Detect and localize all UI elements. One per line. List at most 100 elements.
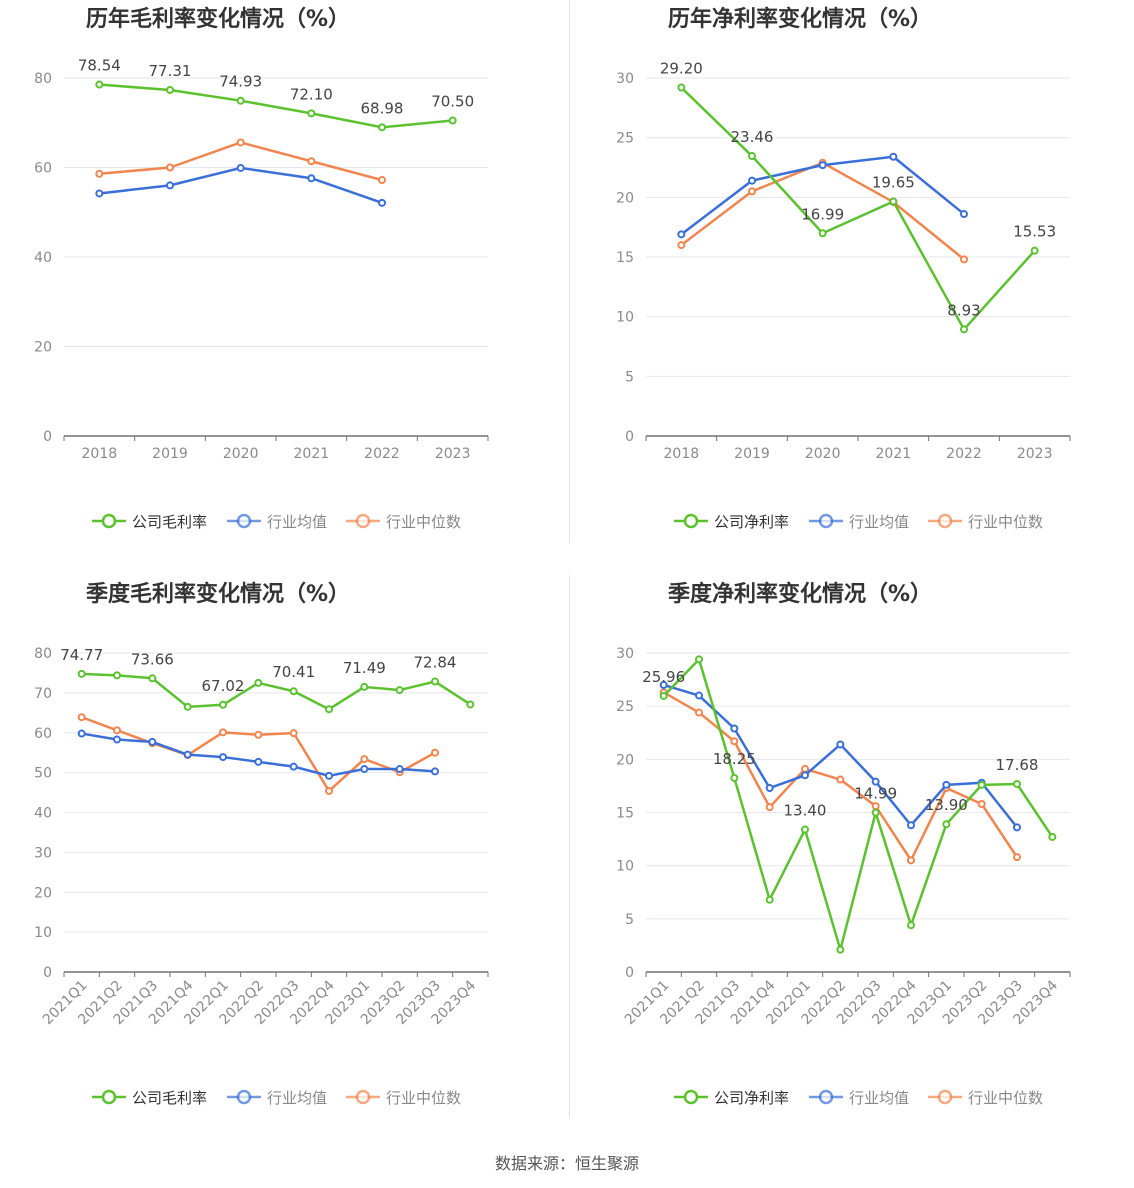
data-point-median[interactable] <box>765 803 774 812</box>
data-point-median[interactable] <box>166 163 174 172</box>
data-point-company[interactable] <box>148 674 157 683</box>
data-point-avg[interactable] <box>77 729 86 738</box>
data-point-company[interactable] <box>431 677 439 686</box>
data-point-median[interactable] <box>360 755 369 764</box>
data-point-company[interactable] <box>307 109 316 118</box>
data-point-avg[interactable] <box>289 762 298 771</box>
data-point-avg[interactable] <box>325 771 333 780</box>
legend-item-company[interactable]: 公司净利率 <box>674 1089 789 1107</box>
data-point-avg[interactable] <box>818 161 827 170</box>
data-point-company[interactable] <box>889 197 898 206</box>
data-point-median[interactable] <box>378 176 386 185</box>
data-point-company[interactable] <box>765 895 774 904</box>
data-point-avg[interactable] <box>219 753 227 762</box>
data-point-median[interactable] <box>113 726 121 735</box>
data-point-company[interactable] <box>977 780 986 789</box>
data-point-company[interactable] <box>360 682 369 691</box>
data-point-company[interactable] <box>659 691 668 700</box>
data-point-avg[interactable] <box>254 757 263 766</box>
data-point-median[interactable] <box>1013 853 1021 862</box>
data-point-median[interactable] <box>325 786 333 795</box>
data-point-company[interactable] <box>77 669 86 678</box>
data-point-median[interactable] <box>307 157 316 166</box>
data-point-avg[interactable] <box>395 765 404 774</box>
data-point-median[interactable] <box>236 138 245 147</box>
data-point-avg[interactable] <box>360 765 369 774</box>
data-point-company[interactable] <box>219 700 227 709</box>
data-point-avg[interactable] <box>889 152 898 161</box>
data-point-company[interactable] <box>871 808 880 817</box>
legend-item-avg[interactable]: 行业均值 <box>809 1089 909 1107</box>
data-point-company[interactable] <box>907 921 915 930</box>
data-point-avg[interactable] <box>378 198 386 207</box>
data-point-avg[interactable] <box>677 230 686 239</box>
data-point-avg[interactable] <box>431 767 439 776</box>
legend-item-median[interactable]: 行业中位数 <box>928 513 1043 531</box>
data-point-company[interactable] <box>677 83 686 92</box>
data-point-median[interactable] <box>748 187 756 196</box>
data-point-company[interactable] <box>695 655 703 664</box>
data-point-company[interactable] <box>254 678 263 687</box>
legend-item-avg[interactable]: 行业均值 <box>227 1089 327 1107</box>
data-point-median[interactable] <box>95 169 104 178</box>
data-point-avg[interactable] <box>871 777 880 786</box>
data-point-avg[interactable] <box>95 189 104 198</box>
data-point-company[interactable] <box>730 773 739 782</box>
data-point-median[interactable] <box>77 713 86 722</box>
data-point-median[interactable] <box>960 255 968 264</box>
data-point-avg[interactable] <box>836 740 845 749</box>
legend-item-median[interactable]: 行业中位数 <box>928 1089 1043 1107</box>
data-point-company[interactable] <box>1030 246 1039 255</box>
data-point-company[interactable] <box>836 945 845 954</box>
data-point-company[interactable] <box>289 687 298 696</box>
data-point-company[interactable] <box>166 86 174 95</box>
data-point-median[interactable] <box>801 764 809 773</box>
legend-item-company[interactable]: 公司毛利率 <box>92 1089 207 1107</box>
data-point-median[interactable] <box>695 708 703 717</box>
data-point-avg[interactable] <box>236 163 245 172</box>
data-point-company[interactable] <box>748 152 756 161</box>
data-point-median[interactable] <box>907 856 915 865</box>
data-point-company[interactable] <box>448 116 457 125</box>
legend-item-avg[interactable]: 行业均值 <box>809 513 909 531</box>
data-point-avg[interactable] <box>113 735 121 744</box>
legend-item-avg[interactable]: 行业均值 <box>227 513 327 531</box>
data-point-median[interactable] <box>730 737 739 746</box>
data-point-avg[interactable] <box>765 784 774 793</box>
data-point-median[interactable] <box>677 241 686 250</box>
data-point-median[interactable] <box>254 730 263 739</box>
data-point-avg[interactable] <box>907 821 915 830</box>
data-point-company[interactable] <box>395 686 404 695</box>
data-point-company[interactable] <box>818 229 827 238</box>
data-point-avg[interactable] <box>960 210 968 219</box>
legend-item-median[interactable]: 行业中位数 <box>346 513 461 531</box>
data-point-avg[interactable] <box>801 771 809 780</box>
legend-item-company[interactable]: 公司净利率 <box>674 513 789 531</box>
data-point-avg[interactable] <box>695 691 703 700</box>
data-point-avg[interactable] <box>730 724 739 733</box>
data-point-company[interactable] <box>325 705 333 714</box>
data-point-median[interactable] <box>431 748 439 757</box>
data-point-avg[interactable] <box>659 680 668 689</box>
data-point-company[interactable] <box>801 825 809 834</box>
data-point-company[interactable] <box>466 700 475 709</box>
data-point-company[interactable] <box>378 123 386 132</box>
data-point-company[interactable] <box>942 820 951 829</box>
data-point-company[interactable] <box>236 96 245 105</box>
data-point-avg[interactable] <box>942 780 951 789</box>
data-point-company[interactable] <box>113 671 121 680</box>
data-point-company[interactable] <box>183 702 192 711</box>
legend-item-median[interactable]: 行业中位数 <box>346 1089 461 1107</box>
data-point-company[interactable] <box>95 80 104 89</box>
data-point-avg[interactable] <box>1013 823 1021 832</box>
data-point-avg[interactable] <box>748 176 756 185</box>
data-point-median[interactable] <box>836 775 845 784</box>
data-point-median[interactable] <box>871 802 880 811</box>
data-point-median[interactable] <box>219 728 227 737</box>
data-point-avg[interactable] <box>166 181 174 190</box>
data-point-avg[interactable] <box>307 174 316 183</box>
data-point-avg[interactable] <box>148 737 157 746</box>
data-point-company[interactable] <box>1048 832 1057 841</box>
data-point-company[interactable] <box>1013 780 1021 789</box>
data-point-avg[interactable] <box>183 750 192 759</box>
